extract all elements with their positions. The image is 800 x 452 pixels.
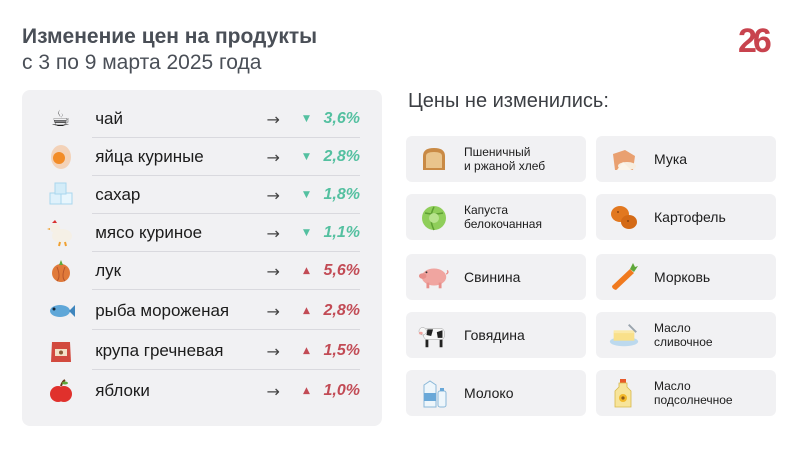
onion-icon [46, 256, 75, 286]
card-label: Картофель [654, 208, 726, 225]
card-label: Свинина [464, 268, 521, 285]
fish-icon [46, 296, 75, 326]
card-label: Говядина [464, 326, 525, 343]
card-label: Молоко [464, 384, 514, 401]
potato-icon [608, 201, 640, 233]
arrow-icon: → [266, 301, 280, 321]
change-value: 1,8% [323, 186, 360, 203]
svg-text:26: 26 [738, 22, 771, 58]
apple-icon [46, 376, 75, 406]
product-name: мясо куриное [95, 223, 203, 242]
sugar-cubes-icon [46, 180, 75, 210]
list-item: крупа гречневая → ▲ 1,5% [46, 332, 360, 370]
title-line-2: с 3 по 9 марта 2025 года [22, 51, 262, 74]
product-name: сахар [95, 185, 141, 204]
change-value: 3,6% [323, 110, 360, 127]
change-value: 2,8% [323, 302, 360, 319]
eggs-icon [46, 142, 75, 172]
arrow-icon: → [266, 381, 280, 401]
list-item: рыба мороженая → ▲ 2,8% [46, 292, 360, 330]
unchanged-card: Картофель [596, 194, 776, 240]
card-label: Капуста белокочанная [464, 203, 542, 231]
butter-icon [608, 319, 640, 351]
product-name: чай [95, 109, 123, 128]
change-value: 1,1% [323, 224, 360, 241]
cow-icon [418, 319, 450, 351]
product-name: яйца куриные [95, 147, 204, 166]
unchanged-card: Масло сливочное [596, 312, 776, 358]
logo-26: 26 [738, 22, 775, 58]
down-triangle-icon: ▼ [303, 190, 310, 200]
cabbage-icon [418, 201, 450, 233]
down-triangle-icon: ▼ [303, 152, 310, 162]
card-label: Морковь [654, 268, 711, 285]
chicken-icon [46, 218, 75, 248]
unchanged-card: Морковь [596, 254, 776, 300]
arrow-icon: → [266, 261, 280, 281]
down-triangle-icon: ▼ [303, 228, 310, 238]
product-name: рыба мороженая [95, 301, 230, 320]
buckwheat-bag-icon [46, 336, 75, 366]
pig-icon [418, 261, 450, 293]
unchanged-card: Пшеничный и ржаной хлеб [406, 136, 586, 182]
milk-icon [418, 377, 450, 409]
up-triangle-icon: ▲ [303, 386, 310, 396]
bread-icon [418, 143, 450, 175]
unchanged-card: Молоко [406, 370, 586, 416]
arrow-icon: → [266, 109, 280, 129]
unchanged-card: Говядина [406, 312, 586, 358]
price-changes-panel: ☕ чай → ▼ 3,6% яйца куриные → ▼ 2,8% сах… [22, 90, 382, 426]
change-value: 2,8% [323, 148, 360, 165]
up-triangle-icon: ▲ [303, 306, 310, 316]
page-title: Изменение цен на продукты с 3 по 9 марта… [22, 24, 317, 76]
carrot-icon [608, 261, 640, 293]
flour-icon [608, 143, 640, 175]
arrow-icon: → [266, 185, 280, 205]
up-triangle-icon: ▲ [303, 266, 310, 276]
list-item: лук → ▲ 5,6% [46, 252, 360, 290]
unchanged-card: Мука [596, 136, 776, 182]
unchanged-title: Цены не изменились: [408, 90, 609, 112]
card-label: Масло подсолнечное [654, 379, 733, 407]
list-item: сахар → ▼ 1,8% [46, 176, 360, 214]
list-item: яблоки → ▲ 1,0% [46, 372, 360, 410]
sunflower-oil-icon [608, 377, 640, 409]
card-label: Мука [654, 150, 688, 167]
list-item: ☕ чай → ▼ 3,6% [46, 100, 360, 138]
unchanged-card: Капуста белокочанная [406, 194, 586, 240]
down-triangle-icon: ▼ [303, 114, 310, 124]
card-label: Масло сливочное [654, 321, 713, 349]
title-line-1: Изменение цен на продукты [22, 25, 318, 48]
unchanged-card: Свинина [406, 254, 586, 300]
product-name: лук [95, 261, 122, 280]
change-value: 1,5% [323, 342, 360, 359]
arrow-icon: → [266, 223, 280, 243]
arrow-icon: → [266, 341, 280, 361]
product-name: крупа гречневая [95, 341, 224, 360]
arrow-icon: → [266, 147, 280, 167]
card-label: Пшеничный и ржаной хлеб [464, 145, 546, 173]
list-item: яйца куриные → ▼ 2,8% [46, 138, 360, 176]
up-triangle-icon: ▲ [303, 346, 310, 356]
tea-cup-icon: ☕ [50, 106, 71, 132]
unchanged-card: Масло подсолнечное [596, 370, 776, 416]
product-name: яблоки [95, 381, 150, 400]
change-value: 1,0% [323, 382, 360, 399]
change-value: 5,6% [323, 262, 360, 279]
list-item: мясо куриное → ▼ 1,1% [46, 214, 360, 252]
